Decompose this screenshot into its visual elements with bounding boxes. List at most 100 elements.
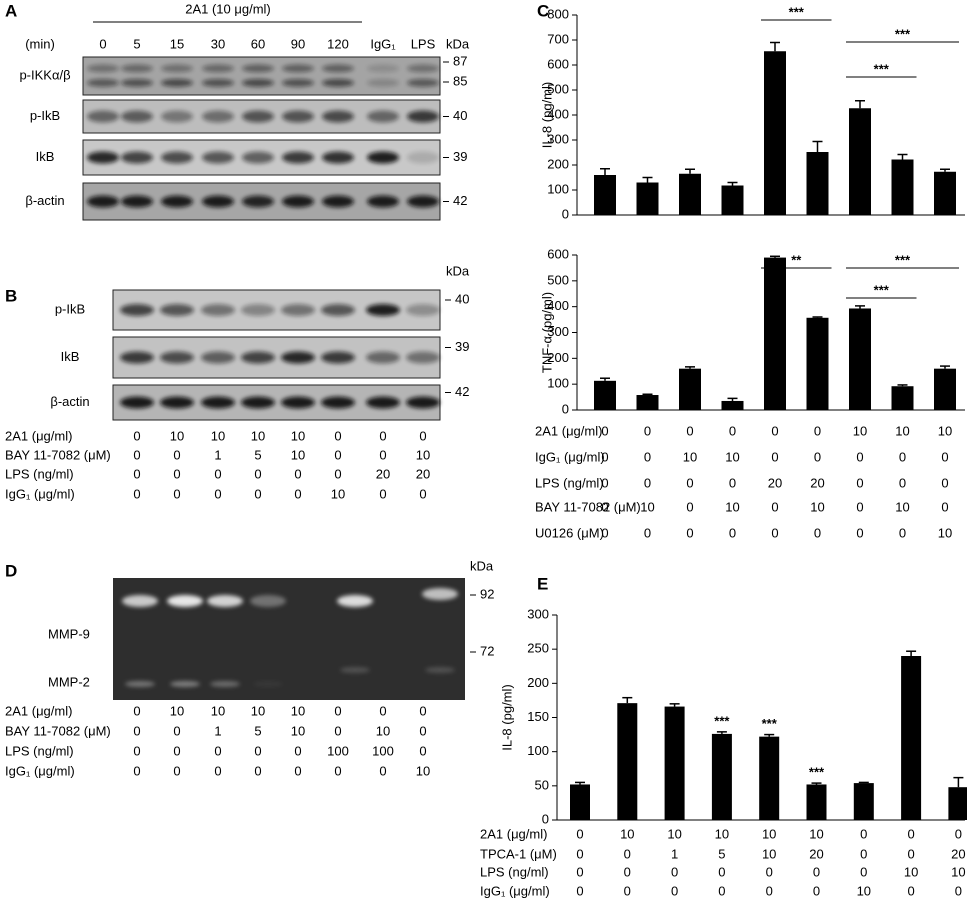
bar	[679, 173, 701, 215]
significance-label: ***	[895, 252, 911, 267]
condition-value: 0	[814, 525, 821, 540]
error-bar	[812, 140, 823, 152]
band	[167, 595, 203, 607]
bar	[764, 257, 786, 410]
bar	[721, 185, 744, 215]
lane-label: 15	[170, 36, 184, 51]
y-axis-label: IL-8 (pg/ml)	[499, 684, 514, 750]
error-bar	[727, 397, 738, 401]
condition-value: 0	[294, 466, 301, 481]
y-tick-label: 700	[547, 31, 569, 46]
error-bar	[855, 305, 865, 309]
error-bar	[727, 181, 738, 186]
y-tick-label: 500	[547, 272, 569, 287]
marker-label: 39	[453, 149, 467, 164]
band	[281, 396, 315, 409]
lane-label: 60	[251, 36, 265, 51]
condition-value: 10	[904, 864, 918, 879]
condition-value: 10	[291, 703, 305, 718]
condition-value: 5	[254, 723, 261, 738]
band	[406, 304, 440, 316]
band	[120, 396, 154, 409]
band	[322, 195, 354, 208]
bar	[570, 784, 590, 820]
bar	[891, 159, 914, 215]
blot	[82, 56, 441, 96]
kda-label: kDa	[446, 263, 470, 278]
condition-value: 5	[254, 447, 261, 462]
band	[161, 195, 193, 208]
condition-value: 0	[766, 864, 773, 879]
band	[160, 351, 194, 364]
condition-value: 0	[771, 525, 778, 540]
error-bar	[812, 316, 823, 318]
band	[250, 595, 286, 607]
condition-value: 0	[254, 743, 261, 758]
condition-value: 20	[376, 466, 390, 481]
error-bar	[716, 731, 727, 734]
band	[407, 195, 439, 208]
band	[202, 64, 234, 73]
condition-value: 0	[173, 447, 180, 462]
condition-value: 20	[768, 475, 782, 490]
marker-label: 92	[480, 586, 494, 601]
bar	[806, 152, 829, 215]
condition-value: 0	[214, 763, 221, 778]
condition-value: 10	[667, 826, 681, 841]
condition-value: 10	[416, 763, 430, 778]
condition-value: 0	[133, 466, 140, 481]
condition-value: 10	[170, 703, 184, 718]
y-tick-label: 0	[562, 206, 569, 221]
condition-value: 0	[899, 449, 906, 464]
band	[322, 151, 354, 164]
condition-value: 10	[762, 846, 776, 861]
error-bar	[770, 255, 780, 258]
condition-value: 10	[251, 703, 265, 718]
condition-value: 0	[624, 883, 631, 898]
y-tick-label: 100	[547, 181, 569, 196]
condition-value: 0	[576, 883, 583, 898]
bar	[636, 395, 659, 410]
band	[282, 151, 314, 164]
y-tick-label: 200	[547, 156, 569, 171]
band	[282, 78, 314, 87]
error-bar	[764, 733, 775, 737]
bar	[853, 783, 874, 820]
condition-label: BAY 11-7082 (μM)	[535, 499, 641, 514]
significance-label: ***	[809, 765, 825, 780]
condition-value: 20	[809, 846, 823, 861]
y-tick-label: 100	[527, 743, 549, 758]
y-tick-label: 50	[535, 777, 549, 792]
lane-label: 120	[327, 36, 349, 51]
error-bar	[906, 650, 917, 656]
condition-value: 0	[771, 449, 778, 464]
condition-value: 0	[334, 763, 341, 778]
band	[367, 78, 399, 87]
condition-value: 0	[334, 723, 341, 738]
condition-label: IgG₁ (μg/ml)	[480, 883, 550, 898]
bar	[594, 380, 616, 410]
time-label: (min)	[25, 36, 55, 51]
condition-value: 10	[251, 428, 265, 443]
band	[242, 78, 274, 87]
blot-row-label: β-actin	[50, 394, 89, 409]
band	[201, 396, 235, 409]
condition-value: 0	[814, 423, 821, 438]
y-tick-label: 400	[547, 106, 569, 121]
band	[160, 396, 194, 409]
band	[407, 78, 439, 87]
band	[321, 351, 355, 364]
condition-value: 10	[762, 826, 776, 841]
error-bar	[685, 366, 695, 369]
panel-label: A	[5, 1, 17, 20]
blot-row-label: p-IKKα/β	[19, 67, 70, 82]
condition-value: 0	[907, 883, 914, 898]
condition-label: IgG₁ (μg/ml)	[5, 763, 75, 778]
condition-value: 100	[372, 743, 394, 758]
condition-value: 0	[718, 883, 725, 898]
bar	[759, 736, 780, 820]
condition-value: 0	[173, 743, 180, 758]
y-tick-label: 0	[542, 811, 549, 826]
band	[281, 351, 315, 364]
